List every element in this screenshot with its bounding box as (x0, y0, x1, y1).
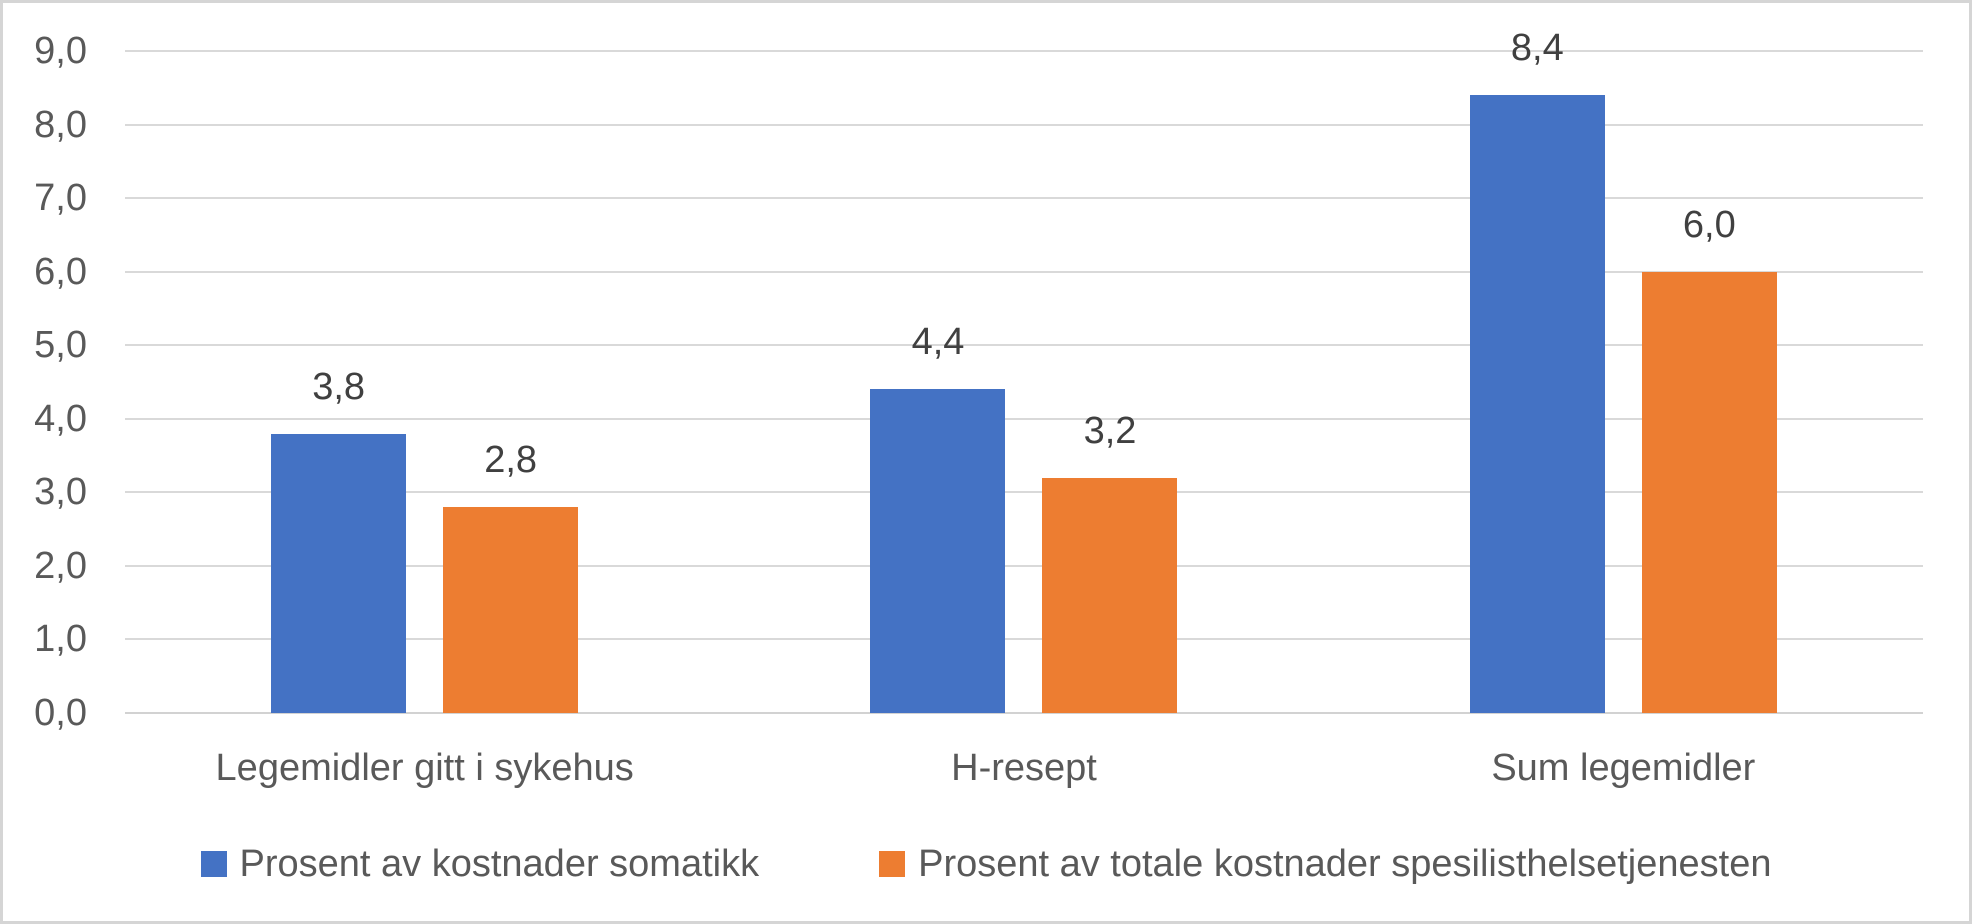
legend-label: Prosent av kostnader somatikk (239, 843, 760, 885)
y-axis-tick-label: 9,0 (34, 30, 87, 72)
y-axis-tick-label: 6,0 (34, 250, 87, 293)
bar-group: 8,4 6,0 (1324, 3, 1923, 713)
legend-item-total: Prosent av totale kostnader spesilisthel… (879, 845, 1771, 883)
y-axis-tick-label: 0,0 (34, 692, 87, 734)
bar-group: 4,4 3,2 (724, 3, 1323, 713)
bar-group: 3,8 2,8 (125, 3, 724, 713)
legend: Prosent av kostnader somatikk Prosent av … (3, 845, 1969, 883)
x-axis-line (125, 712, 1923, 714)
y-axis-tick-label: 5,0 (34, 324, 87, 367)
legend-swatch-icon (200, 851, 227, 877)
category-label: H-resept (951, 747, 1097, 789)
y-axis-tick-label: 8,0 (34, 103, 87, 146)
data-label: 8,4 (1510, 27, 1564, 70)
y-axis-tick-label: 4,0 (34, 397, 87, 440)
bar-rect (870, 389, 1006, 713)
y-axis-tick-label: 1,0 (34, 618, 87, 661)
bar-somatikk: 8,4 (1469, 29, 1605, 713)
y-axis-tick-label: 7,0 (34, 177, 87, 220)
bar-total: 2,8 (443, 441, 579, 713)
y-axis-tick-label: 2,0 (34, 544, 87, 587)
bar-somatikk: 4,4 (870, 323, 1006, 713)
category-label: Legemidler gitt i sykehus (215, 747, 634, 789)
y-axis-tick-label: 3,0 (34, 471, 87, 514)
bar-total: 6,0 (1641, 206, 1777, 713)
bar-rect (1641, 271, 1777, 713)
bar-rect (1469, 95, 1605, 713)
bar-rect (271, 433, 407, 713)
bar-rect (1042, 477, 1178, 713)
data-label: 3,8 (312, 365, 366, 408)
data-label: 2,8 (484, 439, 538, 482)
category-label: Sum legemidler (1491, 747, 1756, 789)
legend-swatch-icon (879, 851, 906, 877)
data-label: 4,4 (911, 321, 965, 364)
data-label: 6,0 (1682, 203, 1736, 246)
legend-item-somatikk: Prosent av kostnader somatikk (200, 843, 760, 885)
legend-label: Prosent av totale kostnader spesilisthel… (918, 843, 1772, 885)
data-label: 3,2 (1083, 409, 1137, 452)
bar-rect (443, 507, 579, 713)
bar-total: 3,2 (1042, 412, 1178, 713)
bar-somatikk: 3,8 (271, 368, 407, 713)
